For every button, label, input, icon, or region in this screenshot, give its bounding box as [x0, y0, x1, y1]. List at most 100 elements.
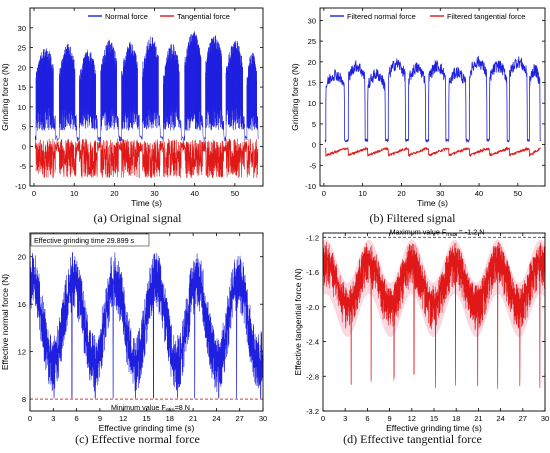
x-tick-label: 50 [514, 189, 522, 198]
y-tick-label: -2.8 [306, 372, 319, 381]
x-tick-label: 18 [452, 414, 460, 423]
y-tick-label: -5 [19, 162, 26, 171]
x-tick-label: 20 [397, 189, 405, 198]
y-axis-label: Effective tangential force (N) [293, 268, 303, 375]
x-axis-label: Effective grinding time (s) [386, 423, 482, 433]
y-tick-label: 20 [308, 58, 316, 67]
chart-effective-normal-force: 0 3 6 9 12 15 18 21 24 27 30 8 12 16 20 Effective grind… [0, 232, 267, 433]
x-tick-label: 12 [119, 414, 127, 423]
x-tick-label: 30 [436, 189, 444, 198]
legend-label-tangential: Tangential force [177, 12, 230, 21]
annotation-min-value: Minimum value Fmin=8 N [111, 403, 190, 414]
x-tick-label: 9 [388, 414, 392, 423]
y-tick-label: 10 [18, 103, 26, 112]
x-tick-label: 20 [110, 189, 118, 198]
y-tick-label: 30 [308, 16, 316, 25]
y-tick-label: 0 [312, 141, 316, 150]
x-tick-label: 0 [321, 414, 325, 423]
plot-frame [319, 7, 546, 187]
x-tick-label: 18 [166, 414, 174, 423]
x-tick-label: 0 [322, 189, 326, 198]
x-tick-label: 15 [142, 414, 150, 423]
y-tick-label: 30 [18, 24, 26, 33]
y-tick-label: -2.4 [306, 338, 319, 347]
y-tick-label: 5 [312, 120, 316, 129]
plot-frame [322, 232, 546, 412]
y-tick-label: 12 [18, 348, 26, 357]
plot-area [324, 55, 542, 158]
x-tick-label: 9 [98, 414, 102, 423]
y-tick-label: 20 [18, 253, 26, 262]
x-tick-label: 27 [519, 414, 527, 423]
x-tick-label: 21 [189, 414, 197, 423]
annotation-effective-time: Effective grinding time 29.899 s [34, 236, 135, 245]
y-tick-label: 5 [22, 123, 26, 132]
x-axis-label: Time (s) [417, 198, 448, 208]
legend-label-normal: Normal force [105, 12, 148, 21]
y-tick-label: -1.2 [306, 233, 319, 242]
series-line-normal [324, 55, 542, 144]
y-axis-label: Effective normal force (N) [0, 274, 10, 370]
caption-d: (d) Effective tangential force [343, 432, 482, 446]
annotation-box [30, 233, 150, 247]
x-tick-label: 10 [359, 189, 367, 198]
annotation-max-value: Maximum value Fmax = -1.2 N [390, 227, 485, 238]
caption-c: (c) Effective normal force [75, 432, 200, 446]
series-line-tangential [324, 146, 541, 158]
y-tick-label: -1.6 [306, 268, 319, 277]
x-tick-label: 24 [212, 414, 220, 423]
x-tick-label: 12 [408, 414, 416, 423]
x-tick-label: 6 [365, 414, 369, 423]
plot-frame [29, 7, 264, 187]
series-line-normal-force [30, 251, 263, 399]
x-tick-label: 0 [28, 414, 32, 423]
y-axis-label: Grinding force (N) [0, 63, 10, 131]
y-axis-label: Grinding force (N) [290, 63, 300, 131]
y-tick-label: 25 [18, 44, 26, 53]
x-axis-label: Effective grinding time (s) [99, 423, 195, 433]
caption-b: (b) Filtered signal [369, 211, 456, 225]
x-tick-label: 3 [343, 414, 347, 423]
y-tick-label: -5 [309, 161, 316, 170]
x-tick-label: 10 [70, 189, 78, 198]
x-tick-label: 3 [51, 414, 55, 423]
y-tick-label: 10 [308, 99, 316, 108]
x-tick-label: 50 [231, 189, 239, 198]
series-line-tangential-force [323, 241, 545, 389]
y-tick-label: -10 [15, 182, 26, 191]
x-tick-label: 30 [541, 414, 549, 423]
y-tick-label: 8 [22, 395, 26, 404]
y-tick-label: 15 [18, 83, 26, 92]
legend-label-tangential: Filtered tangential force [447, 12, 525, 21]
y-tick-label: -3.2 [306, 407, 319, 416]
x-tick-label: 30 [259, 414, 267, 423]
x-tick-label: 0 [32, 189, 36, 198]
x-tick-label: 40 [191, 189, 199, 198]
x-tick-label: 15 [430, 414, 438, 423]
plot-area [323, 236, 545, 389]
plot-area [30, 251, 263, 400]
chart-effective-tangential-force: 0 3 6 9 12 15 18 21 24 27 30 -3.2 -2.8 -2.4 -2.0 -1.6 -1… [293, 227, 549, 433]
y-tick-label: 16 [18, 300, 26, 309]
x-axis-label: Time (s) [131, 198, 162, 208]
caption-a: (a) Original signal [93, 211, 182, 225]
x-tick-label: 6 [75, 414, 79, 423]
y-tick-label: 0 [22, 142, 26, 151]
plot-frame [29, 232, 264, 412]
y-tick-label: 20 [18, 63, 26, 72]
legend-label-normal: Filtered normal force [347, 12, 416, 21]
x-tick-label: 30 [150, 189, 158, 198]
x-tick-label: 27 [236, 414, 244, 423]
y-tick-label: -2.0 [306, 303, 319, 312]
y-tick-label: 15 [308, 79, 316, 88]
x-tick-label: 24 [496, 414, 504, 423]
x-tick-label: 40 [475, 189, 483, 198]
y-tick-label: 25 [308, 37, 316, 46]
plot-area [34, 31, 259, 179]
series-line-tangential [34, 138, 259, 179]
series-line-normal [34, 31, 259, 143]
y-tick-label: -10 [305, 182, 316, 191]
